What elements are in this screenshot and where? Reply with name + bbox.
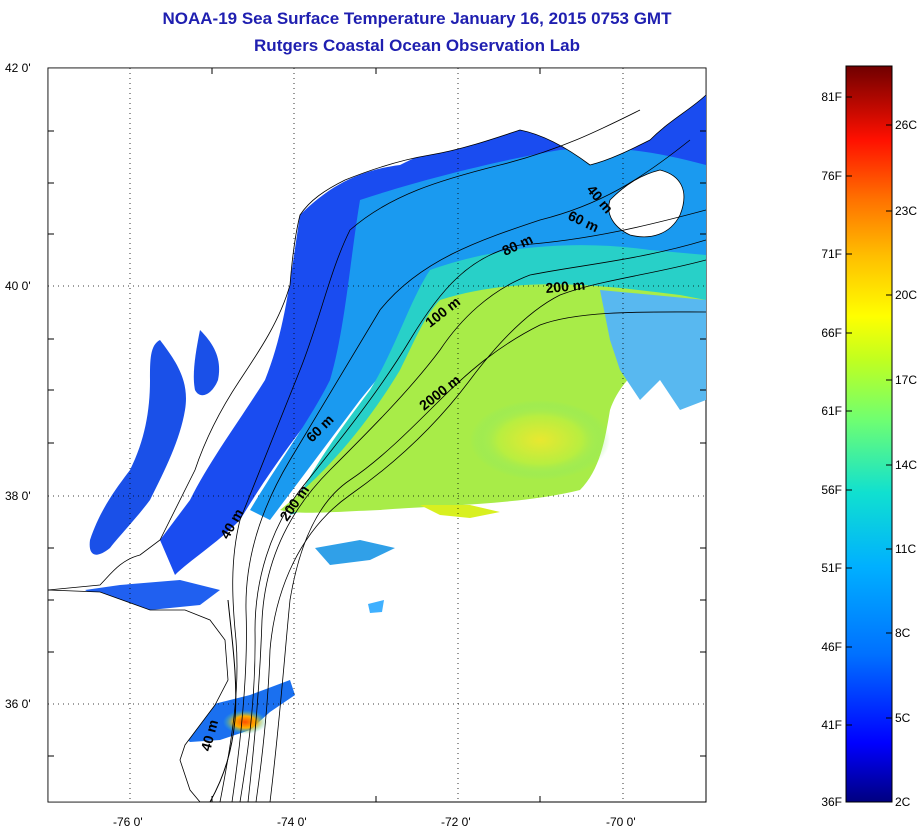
colorbar-label-celsius: 5C <box>895 711 911 725</box>
colorbar-label-celsius: 17C <box>895 373 917 387</box>
sst-southern-strip <box>420 505 500 518</box>
lon-label-70: -70 0' <box>606 815 636 829</box>
colorbar-label-fahrenheit: 66F <box>821 326 842 340</box>
sst-patch-south-1 <box>315 540 395 565</box>
sst-east-patchy <box>600 290 706 410</box>
colorbar-label-fahrenheit: 76F <box>821 169 842 183</box>
colorbar-label-celsius: 14C <box>895 458 917 472</box>
colorbar-label-celsius: 26C <box>895 118 917 132</box>
sst-warm-patch <box>470 400 610 480</box>
land-cape-cod <box>608 169 685 238</box>
lat-label-40: 40 0' <box>5 279 31 293</box>
sst-midshelf <box>250 148 706 520</box>
sst-chesapeake <box>89 340 186 555</box>
sst-hatteras-patch <box>175 680 295 742</box>
colorbar <box>845 65 893 803</box>
lat-label-38: 38 0' <box>5 489 31 503</box>
lat-label-42: 42 0' <box>5 61 31 75</box>
colorbar-label-fahrenheit: 61F <box>821 404 842 418</box>
colorbar-label-celsius: 23C <box>895 204 917 218</box>
land-virginia-carolina <box>48 589 229 802</box>
map-title: NOAA-19 Sea Surface Temperature January … <box>162 9 672 28</box>
colorbar-label-celsius: 20C <box>895 288 917 302</box>
isobath-contours <box>219 109 706 802</box>
lat-label-36: 36 0' <box>5 697 31 711</box>
colorbar-label-fahrenheit: 51F <box>821 561 842 575</box>
sst-delaware-bay <box>193 330 220 396</box>
isobath-label-200m-north: 200 m <box>545 277 586 296</box>
land-new-england <box>48 68 706 591</box>
colorbar-label-fahrenheit: 56F <box>821 483 842 497</box>
axis-ticks <box>48 68 706 802</box>
lon-label-74: -74 0' <box>277 815 307 829</box>
colorbar-label-celsius: 8C <box>895 626 911 640</box>
lon-label-76: -76 0' <box>113 815 143 829</box>
colorbar-label-fahrenheit: 36F <box>821 795 842 809</box>
colorbar-ticks <box>846 96 892 803</box>
lon-label-72: -72 0' <box>441 815 471 829</box>
colorbar-label-fahrenheit: 71F <box>821 247 842 261</box>
colorbar-label-celsius: 2C <box>895 795 911 809</box>
sst-patch-south-2 <box>368 600 384 613</box>
colorbar-label-fahrenheit: 81F <box>821 90 842 104</box>
colorbar-label-fahrenheit: 46F <box>821 640 842 654</box>
colorbar-label-fahrenheit: 41F <box>821 718 842 732</box>
coast-outer-banks <box>209 599 237 802</box>
map-subtitle: Rutgers Coastal Ocean Observation Lab <box>254 36 580 55</box>
sst-hatteras-hot <box>223 710 267 734</box>
colorbar-label-celsius: 11C <box>895 542 916 556</box>
isobath-label-40m-hatteras: 40 m <box>197 718 221 753</box>
